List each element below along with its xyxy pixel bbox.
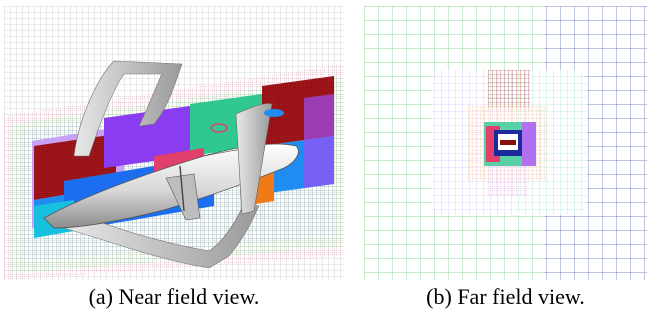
near-field-figure	[4, 6, 344, 280]
core-block-violet	[522, 122, 536, 166]
upper-strut	[73, 60, 183, 157]
tail-fin	[235, 103, 273, 215]
inner-grid-maroon	[488, 70, 530, 110]
mesh-ring	[210, 123, 228, 133]
caption-far-field: (b) Far field view.	[426, 284, 585, 309]
far-field-mesh-render	[364, 6, 647, 280]
core-aircraft-marker	[500, 140, 516, 145]
pylon	[179, 165, 185, 212]
near-field-mesh-render	[4, 6, 344, 280]
mesh-block-violet-edge	[304, 94, 334, 188]
lower-strut	[63, 203, 260, 269]
mesh-ring-blue	[264, 109, 284, 117]
mesh-block-purple	[104, 106, 190, 168]
far-field-figure	[364, 6, 647, 280]
caption-near-field: (a) Near field view.	[88, 284, 260, 309]
